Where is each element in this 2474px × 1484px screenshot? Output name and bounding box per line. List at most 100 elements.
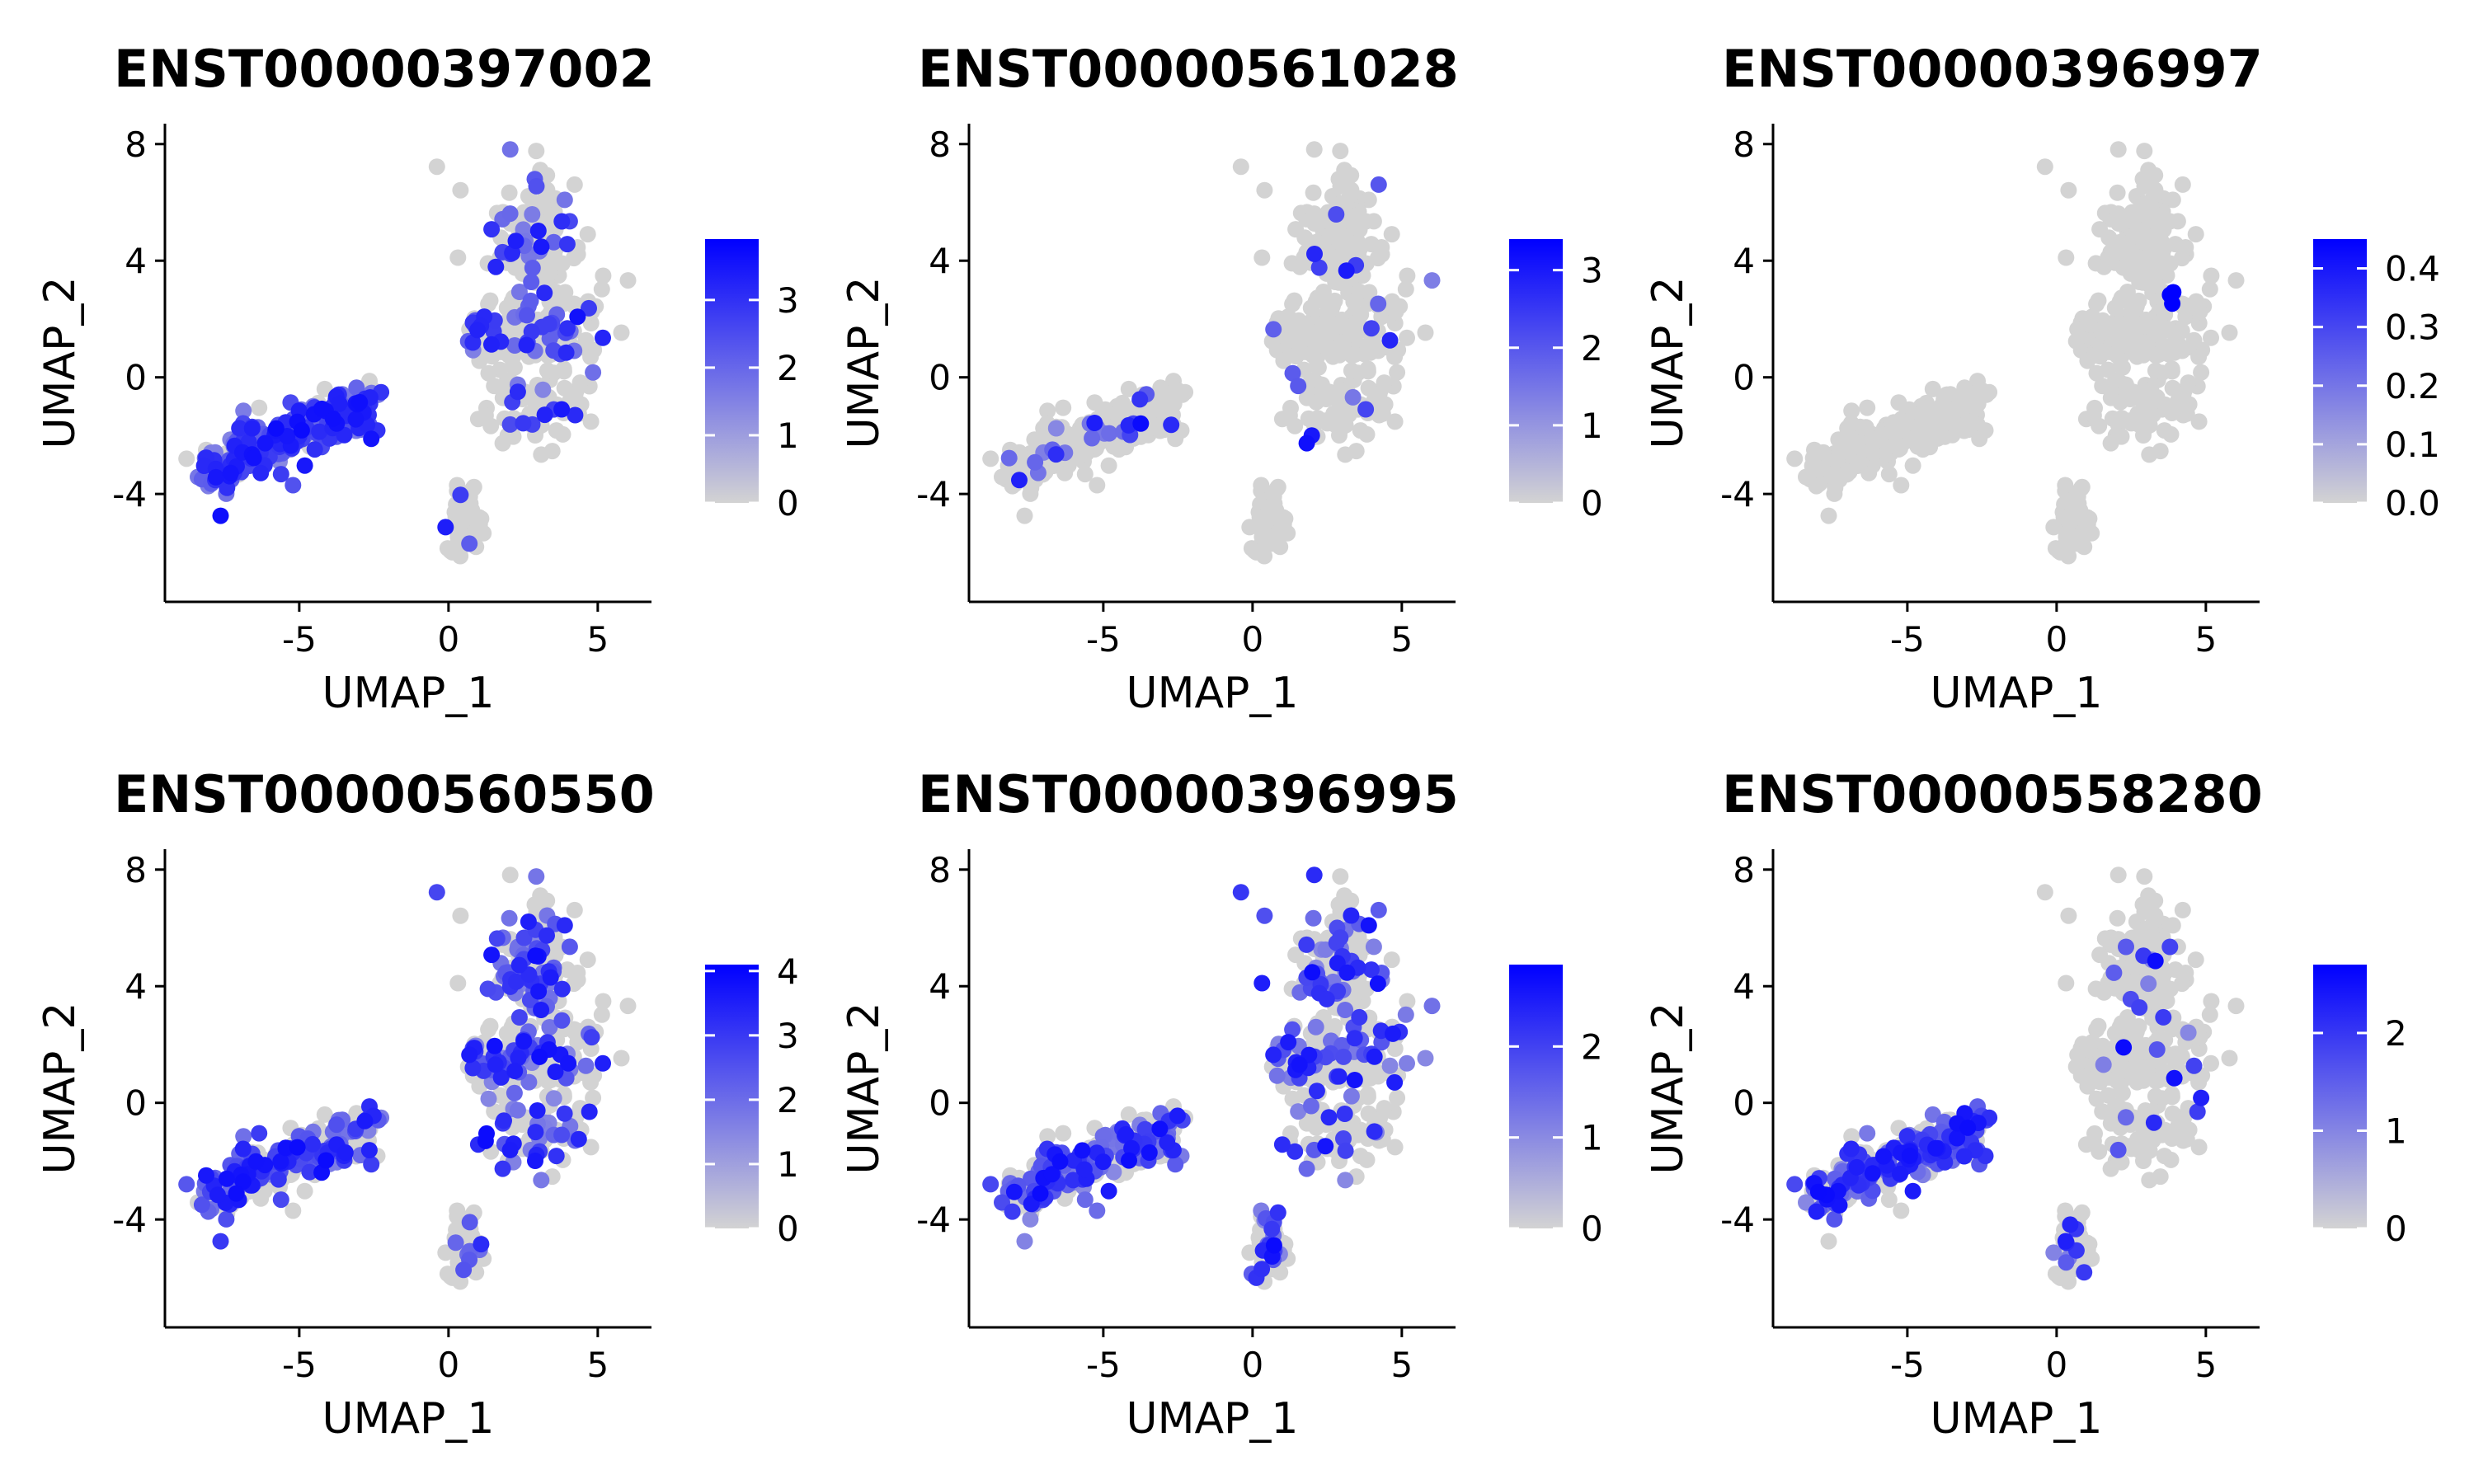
cell-point — [235, 402, 252, 420]
cell-point — [501, 141, 519, 158]
cell-point — [1151, 1120, 1169, 1138]
cell-point — [1359, 1088, 1376, 1106]
cell-point — [1939, 409, 1956, 426]
y-tick-label: 0 — [1733, 358, 1755, 398]
cell-point — [1901, 1147, 1918, 1164]
cell-point — [1327, 386, 1344, 403]
cell-point — [510, 1009, 528, 1026]
cell-point — [2190, 1139, 2208, 1156]
cell-point — [2128, 298, 2145, 315]
cell-point — [483, 336, 500, 353]
cell-point — [1343, 167, 1360, 184]
cell-point — [1074, 1142, 1091, 1159]
cell-point — [501, 909, 518, 927]
cell-point — [557, 344, 575, 361]
cell-point — [461, 1046, 478, 1064]
cell-point — [581, 299, 597, 317]
cell-point — [198, 1167, 214, 1184]
cell-point — [1957, 396, 1974, 413]
cell-point — [1284, 1090, 1301, 1107]
cell-point — [1362, 236, 1380, 253]
cell-point — [480, 1021, 497, 1038]
cell-point — [1809, 1183, 1827, 1200]
cell-point — [496, 1112, 512, 1129]
cell-point — [473, 1236, 490, 1253]
cell-point — [247, 1153, 265, 1170]
cell-point — [2085, 1132, 2102, 1149]
cell-point — [301, 1163, 318, 1181]
y-tick-label: 8 — [125, 124, 147, 165]
cell-point — [317, 1152, 335, 1169]
cell-point — [1248, 543, 1265, 561]
cell-point — [1153, 396, 1170, 413]
cell-point — [2088, 295, 2105, 312]
cell-point — [1362, 961, 1380, 979]
cell-point — [527, 1153, 543, 1169]
colorbar-tick-label: 2 — [1581, 1026, 1603, 1067]
cell-point — [1349, 932, 1366, 949]
cell-point — [515, 1033, 533, 1050]
cell-point — [363, 430, 380, 448]
cell-point — [219, 1170, 235, 1187]
cell-point — [2058, 249, 2075, 266]
y-axis-label: UMAP_2 — [840, 1003, 889, 1175]
cell-point — [464, 1059, 482, 1077]
cell-point — [553, 401, 571, 418]
colorbar-tick-label: 0 — [1581, 483, 1603, 524]
cell-point — [1857, 419, 1874, 436]
cell-point — [488, 930, 506, 947]
cell-point — [2067, 1058, 2085, 1075]
y-tick-label: 4 — [1733, 966, 1755, 1007]
cell-point — [2161, 938, 2179, 956]
cell-point — [483, 946, 501, 964]
cell-point — [567, 385, 584, 402]
y-axis-label: UMAP_2 — [1644, 277, 1693, 449]
x-tick-label: -5 — [282, 619, 317, 660]
colorbar-tick-label: 0 — [777, 1209, 799, 1249]
cell-point — [1055, 399, 1072, 416]
cell-point — [207, 468, 224, 486]
cell-point — [1864, 1165, 1881, 1182]
cell-point — [1005, 1183, 1023, 1200]
cell-point — [509, 1101, 526, 1119]
cell-point — [2188, 293, 2205, 310]
cell-point — [543, 256, 561, 274]
cell-point — [994, 468, 1010, 486]
cell-point — [519, 307, 535, 324]
y-tick-label: 8 — [929, 124, 951, 165]
cell-point — [1253, 974, 1271, 992]
cell-point — [529, 223, 547, 239]
cell-point — [2155, 221, 2172, 238]
cell-point — [2152, 314, 2169, 331]
cell-point — [1159, 1134, 1176, 1151]
cell-point — [1277, 510, 1294, 528]
cell-point — [1308, 1119, 1325, 1136]
cell-point — [1343, 181, 1360, 199]
cell-point — [582, 348, 600, 365]
cell-point — [2173, 1048, 2190, 1065]
cell-point — [1351, 1008, 1368, 1026]
cell-point — [2152, 1168, 2169, 1186]
cell-point — [2227, 998, 2245, 1015]
cell-point — [2117, 1109, 2134, 1126]
y-tick-label: 0 — [125, 1083, 147, 1124]
cell-point — [1286, 1143, 1304, 1160]
cell-point — [437, 1244, 454, 1261]
cell-point — [545, 342, 562, 359]
cell-point — [558, 236, 576, 253]
cell-point — [1399, 267, 1416, 284]
cell-point — [2147, 1073, 2165, 1090]
cell-point — [1955, 1148, 1973, 1165]
cell-point — [1269, 1204, 1286, 1221]
cell-point — [2178, 405, 2195, 422]
cell-point — [2073, 478, 2091, 495]
colorbar-legend: 0 1 2 3 — [1509, 239, 1603, 524]
cell-point — [1399, 993, 1416, 1010]
cell-point — [1047, 420, 1065, 437]
cell-point — [1423, 998, 1441, 1015]
cell-point — [2109, 141, 2127, 158]
x-tick-label: 0 — [2045, 619, 2067, 660]
cell-point — [1810, 444, 1827, 462]
cell-point — [234, 1140, 252, 1158]
cell-point — [1284, 295, 1301, 312]
